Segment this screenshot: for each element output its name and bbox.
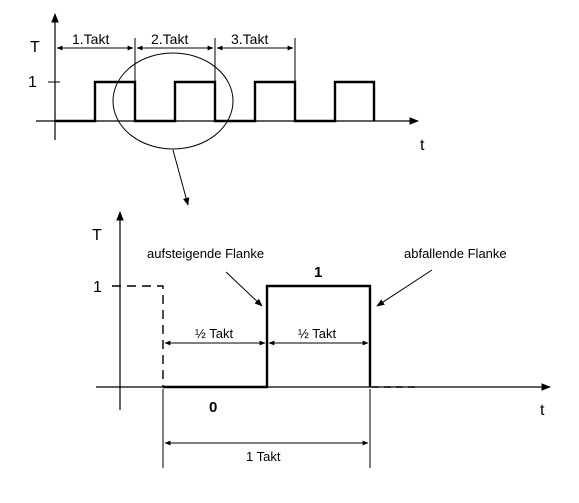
- top-x-axis-label: t: [420, 137, 425, 154]
- bottom-diagram: T t 1 1 0 aufsteigende Flanke abfallende…: [92, 211, 551, 468]
- previous-pulse-dashed: [112, 285, 164, 387]
- half-takt-2-label: ½ Takt: [298, 326, 336, 341]
- full-takt-label: 1 Takt: [246, 449, 281, 464]
- half-takt-1-label: ½ Takt: [195, 326, 233, 341]
- top-square-wave: [55, 80, 376, 123]
- high-value-label: 1: [314, 264, 322, 281]
- bottom-level-label: 1: [93, 279, 102, 296]
- takt-1-label: 1.Takt: [72, 31, 109, 47]
- zoom-arrow: [172, 149, 190, 206]
- rising-edge-label: aufsteigende Flanke: [147, 246, 264, 261]
- top-diagram: T t 1 1.Takt 2.Takt 3.Takt: [28, 13, 425, 206]
- falling-edge-arrow: [376, 269, 433, 307]
- bottom-x-axis-label: t: [540, 402, 545, 419]
- low-value-label: 0: [209, 399, 217, 416]
- top-y-axis-label: T: [30, 39, 40, 56]
- top-level-label: 1: [28, 74, 37, 91]
- falling-edge-label: abfallende Flanke: [404, 246, 507, 261]
- zoom-ellipse: [112, 52, 234, 150]
- bottom-y-axis-label: T: [92, 227, 102, 244]
- takt-2-label: 2.Takt: [151, 31, 188, 47]
- rising-edge-arrow: [225, 271, 263, 307]
- bottom-square-wave: [163, 284, 372, 389]
- takt-3-label: 3.Takt: [231, 31, 268, 47]
